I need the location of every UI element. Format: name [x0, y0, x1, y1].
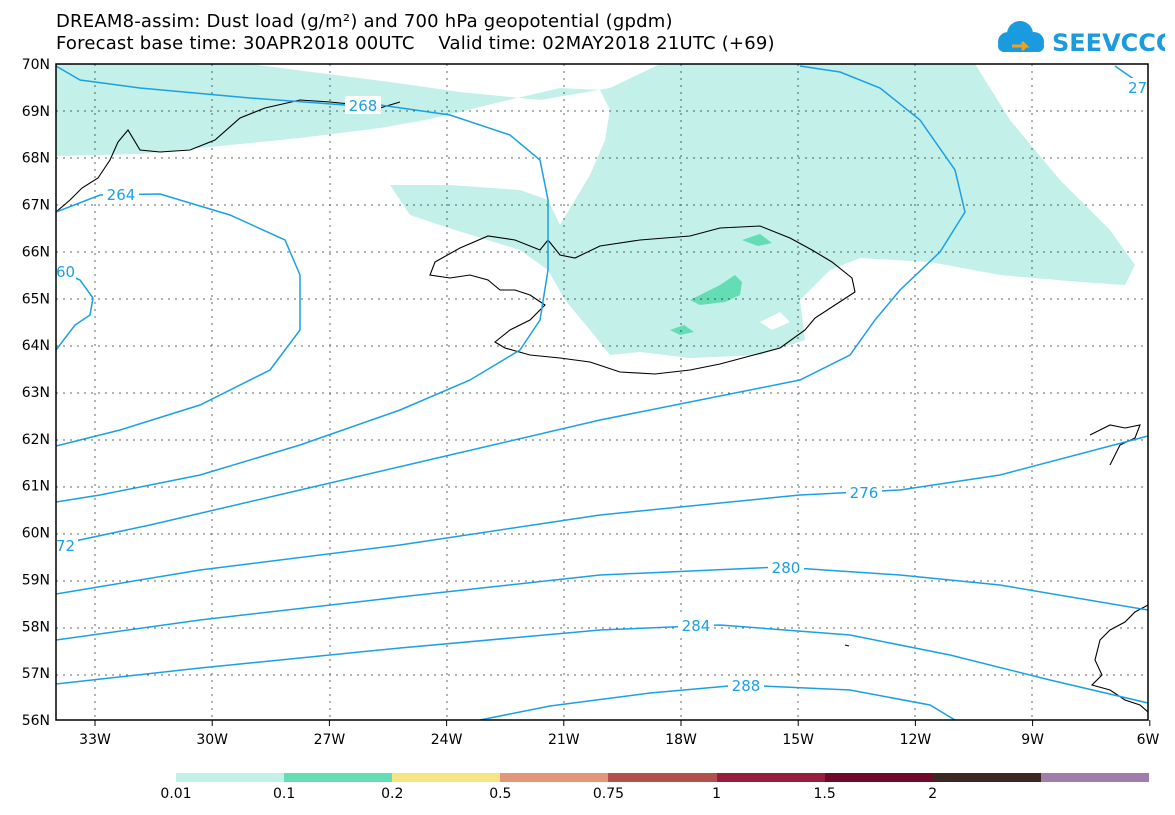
- colorbar-segment: [1040, 773, 1150, 782]
- colorbar-label: 0.1: [272, 786, 296, 802]
- longitude-label: 33W: [79, 732, 111, 748]
- longitude-label: 27W: [314, 732, 346, 748]
- contour-label-72: 72: [56, 537, 75, 555]
- longitude-label: 21W: [548, 732, 580, 748]
- contour-label-288: 288: [732, 677, 761, 695]
- map-title-line-1: DREAM8-assim: Dust load (g/m²) and 700 h…: [56, 11, 673, 32]
- rockall-islet: [844, 644, 850, 647]
- longitude-label: 30W: [196, 732, 228, 748]
- map-title-line-2: Forecast base time: 30APR2018 00UTC Vali…: [56, 33, 775, 54]
- longitude-label: 15W: [782, 732, 814, 748]
- contour-label-280: 280: [772, 559, 801, 577]
- contour-60: [56, 269, 94, 351]
- cloud-icon: [998, 21, 1044, 52]
- longitude-label: 6W: [1137, 732, 1160, 748]
- colorbar-segment: [284, 773, 393, 782]
- iceland-coastline: [429, 225, 856, 375]
- latitude-label: 66N: [22, 244, 50, 260]
- longitude-labels: 33W 30W 27W 24W 21W 18W 15W 12W 9W 6W: [79, 720, 1160, 748]
- contour-268: [56, 65, 549, 503]
- colorbar-label: 0.2: [381, 786, 404, 802]
- colorbar-segment: [500, 773, 609, 782]
- contour-264: [56, 193, 301, 447]
- colorbar-label: 0.5: [489, 786, 512, 802]
- latitude-label: 58N: [22, 619, 50, 635]
- colorbar-label: 2: [928, 786, 938, 802]
- latitude-label: 65N: [22, 291, 50, 307]
- colorbar-label: 0.01: [160, 786, 192, 802]
- latitude-label: 56N: [22, 713, 50, 729]
- dust-patch-south: [670, 325, 694, 335]
- colorbar-segment: [608, 773, 718, 782]
- colorbar-segment: [392, 773, 501, 782]
- colorbar-segment: [824, 773, 934, 782]
- latitude-label: 67N: [22, 198, 50, 214]
- dust-patch-north: [742, 234, 772, 246]
- faroe-coastline: [1089, 424, 1141, 466]
- dust-patch-center: [690, 275, 742, 305]
- contour-288: [479, 684, 956, 720]
- greenland-coastline: [56, 99, 401, 213]
- contour-276: [56, 435, 1148, 595]
- colorbar-segment: [932, 773, 1042, 782]
- contour-280: [56, 566, 1148, 641]
- longitude-label: 18W: [665, 732, 697, 748]
- colorbar-segment: [716, 773, 826, 782]
- latitude-label: 64N: [22, 338, 50, 354]
- dust-patch-east: [760, 312, 790, 330]
- latitude-label: 68N: [22, 151, 50, 167]
- logo-text: SEEVCCC: [1052, 29, 1165, 57]
- contour-label-27: 27: [1128, 79, 1147, 97]
- contour-label-276: 276: [850, 484, 879, 502]
- longitude-label: 24W: [431, 732, 463, 748]
- latitude-label: 59N: [22, 572, 50, 588]
- latitude-label: 57N: [22, 666, 50, 682]
- contour-label-268: 268: [349, 97, 378, 115]
- colorbar-segment: [176, 773, 285, 782]
- latitude-label: 69N: [22, 104, 50, 120]
- latitude-label: 70N: [22, 57, 50, 73]
- colorbar-label: 1.5: [813, 786, 836, 802]
- colorbar-label: 1: [712, 786, 722, 802]
- map-frame: [55, 63, 1149, 721]
- contour-label-284: 284: [682, 617, 711, 635]
- longitude-label: 12W: [900, 732, 932, 748]
- seevccc-logo: SEEVCCC: [998, 21, 1165, 57]
- contour-284: [56, 624, 1148, 704]
- colorbar-label: 0.75: [592, 786, 625, 802]
- latitude-label: 61N: [22, 479, 50, 495]
- graticule: [56, 64, 1148, 720]
- dust-area-northwest: [56, 64, 1135, 358]
- scotland-coastline: [1090, 604, 1148, 713]
- contour-label-264: 264: [107, 186, 136, 204]
- contour-label-60: 60: [56, 263, 75, 281]
- latitude-labels: 70N 69N 68N 67N 66N 65N 64N 63N 62N 61N 60N 59N 58N 5…: [22, 57, 50, 729]
- latitude-label: 62N: [22, 432, 50, 448]
- latitude-label: 60N: [22, 526, 50, 542]
- contour-272: [56, 65, 966, 546]
- longitude-label: 9W: [1021, 732, 1044, 748]
- latitude-label: 63N: [22, 385, 50, 401]
